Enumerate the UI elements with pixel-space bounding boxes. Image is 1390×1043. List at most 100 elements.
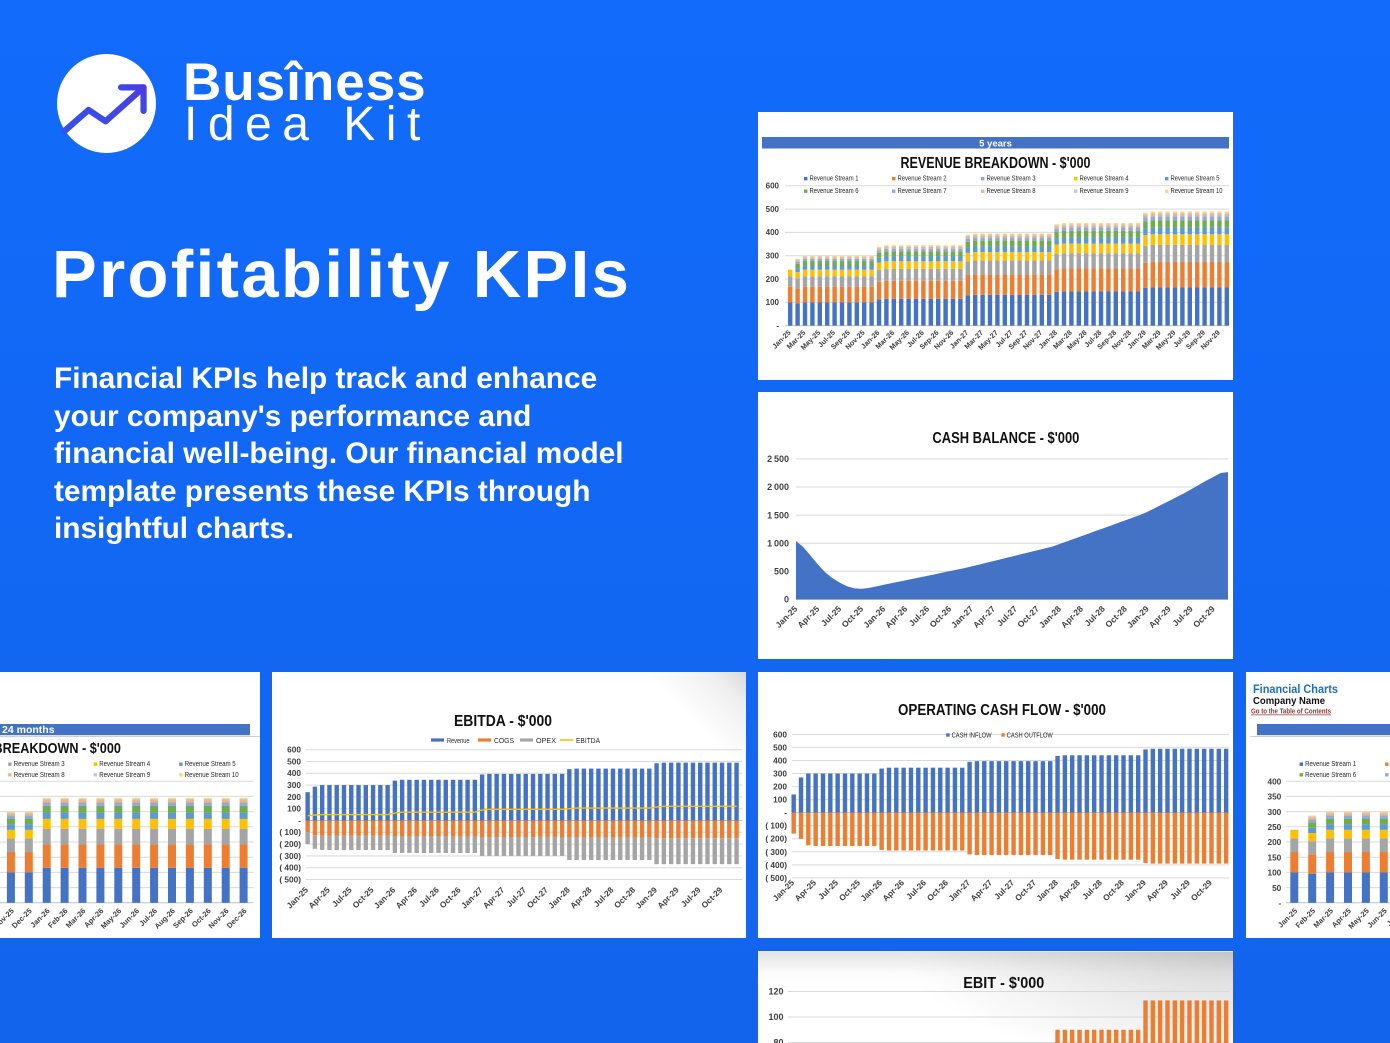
svg-text:400: 400 xyxy=(1267,776,1281,786)
svg-text:Jan-27: Jan-27 xyxy=(946,877,972,903)
svg-text:Oct-25: Oct-25 xyxy=(840,604,866,630)
svg-text:CASH INFLOW: CASH INFLOW xyxy=(952,730,992,739)
svg-text:EBITDA - $'000: EBITDA - $'000 xyxy=(454,713,552,730)
svg-text:Revenue Stream 6: Revenue Stream 6 xyxy=(810,186,859,195)
svg-text:Revenue Stream 7: Revenue Stream 7 xyxy=(898,186,947,195)
svg-text:Revenue Stream 8: Revenue Stream 8 xyxy=(987,186,1036,195)
svg-text:Jul-28: Jul-28 xyxy=(1080,877,1104,901)
svg-text:Revenue Stream 10: Revenue Stream 10 xyxy=(185,770,239,779)
svg-text:Apr-27: Apr-27 xyxy=(968,877,994,903)
svg-text:Jul-29: Jul-29 xyxy=(1170,604,1195,629)
svg-text:Jan-26: Jan-26 xyxy=(372,885,398,911)
svg-text:Dec-25: Dec-25 xyxy=(10,906,34,930)
svg-text:400: 400 xyxy=(773,755,787,765)
svg-text:Apr-29: Apr-29 xyxy=(1147,604,1173,630)
svg-text:( 100): ( 100) xyxy=(765,821,787,831)
svg-text:( 200): ( 200) xyxy=(765,834,787,844)
svg-text:Oct-26: Oct-26 xyxy=(925,877,951,903)
svg-text:500: 500 xyxy=(287,756,301,766)
svg-text:2 000: 2 000 xyxy=(767,482,789,492)
svg-text:Oct-27: Oct-27 xyxy=(1015,604,1041,630)
svg-text:100: 100 xyxy=(768,1012,783,1022)
svg-text:500: 500 xyxy=(766,205,780,214)
svg-text:Jul-25: Jul-25 xyxy=(330,885,354,909)
svg-text:-: - xyxy=(784,808,787,818)
svg-text:Oct-27: Oct-27 xyxy=(525,885,551,911)
svg-text:Jul-25: Jul-25 xyxy=(816,877,840,901)
svg-text:120: 120 xyxy=(768,987,783,997)
svg-text:Revenue Stream 3: Revenue Stream 3 xyxy=(14,759,65,768)
svg-text:Revenue Stream 1: Revenue Stream 1 xyxy=(1305,759,1356,768)
svg-text:-: - xyxy=(298,815,301,825)
svg-text:600: 600 xyxy=(287,745,301,755)
svg-text:Financial Charts: Financial Charts xyxy=(1253,682,1338,696)
svg-text:Revenue Stream 1: Revenue Stream 1 xyxy=(810,174,859,183)
svg-text:Apr-29: Apr-29 xyxy=(1144,877,1170,903)
svg-text:Apr-28: Apr-28 xyxy=(1059,604,1085,630)
svg-text:Jul-27: Jul-27 xyxy=(504,885,528,909)
svg-text:-: - xyxy=(1279,898,1282,908)
svg-text:Jan-28: Jan-28 xyxy=(546,885,572,911)
svg-text:Oct-26: Oct-26 xyxy=(437,885,463,911)
svg-text:Jan-26: Jan-26 xyxy=(858,877,884,903)
svg-text:Oct-26: Oct-26 xyxy=(927,604,953,630)
svg-text:5 years: 5 years xyxy=(979,138,1012,149)
svg-text:Jul-27: Jul-27 xyxy=(992,877,1016,901)
svg-text:Jul-25: Jul-25 xyxy=(1385,906,1390,928)
svg-text:Jul-25: Jul-25 xyxy=(819,604,844,629)
svg-text:Jan-29: Jan-29 xyxy=(633,885,659,911)
svg-text:Apr-25: Apr-25 xyxy=(795,604,821,630)
svg-text:Apr-25: Apr-25 xyxy=(306,885,332,911)
svg-text:Revenue Stream 3: Revenue Stream 3 xyxy=(987,174,1036,183)
svg-text:Revenue Stream 4: Revenue Stream 4 xyxy=(99,759,150,768)
svg-text:( 300): ( 300) xyxy=(279,851,301,861)
svg-text:500: 500 xyxy=(774,567,789,577)
svg-text:Apr-28: Apr-28 xyxy=(568,885,594,911)
svg-text:Jul-28: Jul-28 xyxy=(1082,604,1107,629)
svg-text:Mar-26: Mar-26 xyxy=(64,906,87,929)
svg-text:Jan-25: Jan-25 xyxy=(284,885,310,911)
svg-text:Jan-27: Jan-27 xyxy=(949,604,975,630)
svg-text:( 400): ( 400) xyxy=(765,860,787,870)
svg-text:Company Name: Company Name xyxy=(1253,695,1325,707)
svg-text:REVENUE BREAKDOWN - $'000: REVENUE BREAKDOWN - $'000 xyxy=(901,155,1091,172)
svg-text:Jan-28: Jan-28 xyxy=(1034,877,1060,903)
svg-text:1 000: 1 000 xyxy=(767,538,789,548)
svg-text:CASH BALANCE - $'000: CASH BALANCE - $'000 xyxy=(932,430,1079,447)
svg-text:Revenue Stream 2: Revenue Stream 2 xyxy=(898,174,947,183)
svg-text:Apr-25: Apr-25 xyxy=(792,877,818,903)
svg-text:Revenue Stream 4: Revenue Stream 4 xyxy=(1080,174,1129,183)
svg-text:600: 600 xyxy=(773,729,787,739)
svg-text:300: 300 xyxy=(766,252,780,261)
svg-text:EBIT - $'000: EBIT - $'000 xyxy=(963,975,1044,992)
svg-text:Sep-26: Sep-26 xyxy=(171,906,195,930)
svg-text:Revenue Stream 6: Revenue Stream 6 xyxy=(1305,770,1356,779)
svg-text:Jun-26: Jun-26 xyxy=(118,906,141,929)
svg-text:Revenue Stream 5: Revenue Stream 5 xyxy=(185,759,236,768)
svg-text:400: 400 xyxy=(766,228,780,237)
svg-text:Oct-29: Oct-29 xyxy=(1191,604,1217,630)
svg-text:Jan-28: Jan-28 xyxy=(1037,604,1063,630)
svg-text:Jan-29: Jan-29 xyxy=(1125,604,1151,630)
svg-text:0: 0 xyxy=(784,595,789,605)
svg-text:300: 300 xyxy=(773,768,787,778)
svg-text:300: 300 xyxy=(287,780,301,790)
svg-text:Revenue Stream 8: Revenue Stream 8 xyxy=(14,770,65,779)
svg-text:Apr-28: Apr-28 xyxy=(1056,877,1082,903)
svg-text:Dec-26: Dec-26 xyxy=(225,906,249,930)
svg-text:Revenue Stream 9: Revenue Stream 9 xyxy=(1080,186,1129,195)
svg-text:Jan-25: Jan-25 xyxy=(773,604,799,630)
svg-text:150: 150 xyxy=(1267,852,1281,862)
svg-text:200: 200 xyxy=(287,792,301,802)
svg-text:100: 100 xyxy=(287,804,301,814)
svg-text:400: 400 xyxy=(287,768,301,778)
svg-text:OPEX: OPEX xyxy=(536,736,556,745)
svg-text:Mar-25: Mar-25 xyxy=(1312,906,1335,929)
svg-text:( 500): ( 500) xyxy=(765,873,787,883)
svg-text:Oct-29: Oct-29 xyxy=(1189,877,1215,903)
svg-text:Jan-29: Jan-29 xyxy=(1122,877,1148,903)
svg-text:Oct-27: Oct-27 xyxy=(1013,877,1039,903)
svg-text:100: 100 xyxy=(1267,868,1281,878)
svg-text:80: 80 xyxy=(773,1038,783,1043)
svg-text:( 400): ( 400) xyxy=(279,863,301,873)
